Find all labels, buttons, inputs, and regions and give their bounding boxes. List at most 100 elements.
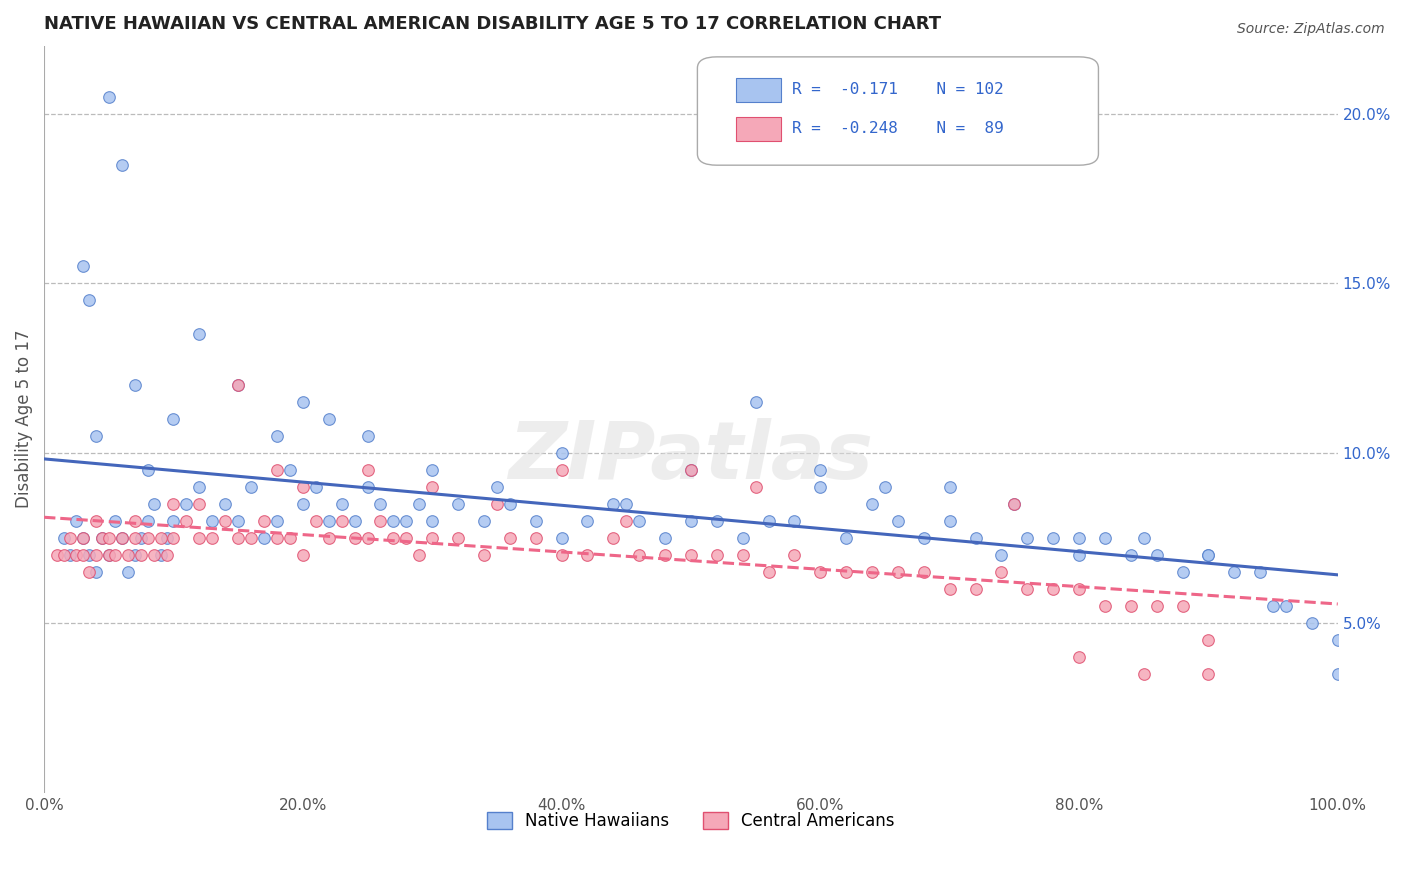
Central Americans [1067, 649, 1090, 664]
Native Hawaiians [576, 514, 599, 528]
Native Hawaiians [1017, 531, 1039, 545]
Native Hawaiians [356, 480, 378, 494]
Native Hawaiians [1301, 615, 1323, 630]
Central Americans [1171, 599, 1194, 613]
Central Americans [602, 531, 624, 545]
Central Americans [104, 548, 127, 562]
Central Americans [226, 531, 249, 545]
Native Hawaiians [330, 497, 353, 511]
Native Hawaiians [1171, 565, 1194, 579]
Central Americans [356, 463, 378, 477]
Central Americans [65, 548, 87, 562]
Central Americans [162, 497, 184, 511]
Text: NATIVE HAWAIIAN VS CENTRAL AMERICAN DISABILITY AGE 5 TO 17 CORRELATION CHART: NATIVE HAWAIIAN VS CENTRAL AMERICAN DISA… [44, 15, 941, 33]
Native Hawaiians [628, 514, 651, 528]
Native Hawaiians [1119, 548, 1142, 562]
Central Americans [679, 463, 702, 477]
Central Americans [201, 531, 224, 545]
Native Hawaiians [1067, 531, 1090, 545]
Central Americans [550, 463, 572, 477]
Native Hawaiians [111, 531, 134, 545]
Central Americans [990, 565, 1012, 579]
Native Hawaiians [291, 395, 314, 409]
Native Hawaiians [1249, 565, 1271, 579]
Central Americans [343, 531, 366, 545]
Native Hawaiians [654, 531, 676, 545]
Central Americans [129, 548, 152, 562]
Central Americans [679, 548, 702, 562]
Y-axis label: Disability Age 5 to 17: Disability Age 5 to 17 [15, 330, 32, 508]
Central Americans [1002, 497, 1025, 511]
Native Hawaiians [124, 548, 146, 562]
Central Americans [706, 548, 728, 562]
Native Hawaiians [176, 497, 198, 511]
Central Americans [305, 514, 328, 528]
Central Americans [420, 531, 443, 545]
Native Hawaiians [1197, 548, 1219, 562]
Text: Source: ZipAtlas.com: Source: ZipAtlas.com [1237, 22, 1385, 37]
Native Hawaiians [59, 548, 82, 562]
Native Hawaiians [938, 480, 960, 494]
Native Hawaiians [72, 531, 94, 545]
Central Americans [1067, 582, 1090, 596]
Native Hawaiians [117, 565, 139, 579]
Central Americans [472, 548, 495, 562]
Central Americans [214, 514, 236, 528]
Central Americans [550, 548, 572, 562]
Central Americans [291, 480, 314, 494]
Central Americans [499, 531, 522, 545]
Central Americans [1094, 599, 1116, 613]
Text: R =  -0.248    N =  89: R = -0.248 N = 89 [792, 121, 1004, 136]
Central Americans [408, 548, 430, 562]
Central Americans [52, 548, 75, 562]
Native Hawaiians [188, 480, 211, 494]
Text: ZIPatlas: ZIPatlas [509, 417, 873, 496]
Central Americans [614, 514, 637, 528]
Native Hawaiians [1146, 548, 1168, 562]
Native Hawaiians [1261, 599, 1284, 613]
Native Hawaiians [318, 412, 340, 426]
Native Hawaiians [1067, 548, 1090, 562]
Central Americans [654, 548, 676, 562]
Central Americans [59, 531, 82, 545]
Native Hawaiians [524, 514, 547, 528]
Central Americans [912, 565, 935, 579]
Central Americans [1017, 582, 1039, 596]
Central Americans [72, 548, 94, 562]
Native Hawaiians [990, 548, 1012, 562]
Central Americans [1197, 666, 1219, 681]
Native Hawaiians [1132, 531, 1154, 545]
Central Americans [117, 548, 139, 562]
Central Americans [744, 480, 766, 494]
Central Americans [1146, 599, 1168, 613]
Central Americans [143, 548, 166, 562]
Native Hawaiians [912, 531, 935, 545]
Native Hawaiians [305, 480, 328, 494]
Native Hawaiians [143, 497, 166, 511]
Native Hawaiians [72, 260, 94, 274]
Central Americans [860, 565, 883, 579]
Native Hawaiians [808, 463, 831, 477]
Native Hawaiians [499, 497, 522, 511]
Native Hawaiians [808, 480, 831, 494]
Native Hawaiians [214, 497, 236, 511]
Native Hawaiians [706, 514, 728, 528]
Central Americans [149, 531, 172, 545]
Native Hawaiians [1223, 565, 1246, 579]
Native Hawaiians [472, 514, 495, 528]
Central Americans [291, 548, 314, 562]
Native Hawaiians [835, 531, 858, 545]
Native Hawaiians [240, 480, 263, 494]
Central Americans [395, 531, 418, 545]
Native Hawaiians [614, 497, 637, 511]
Native Hawaiians [382, 514, 405, 528]
Central Americans [783, 548, 806, 562]
Central Americans [226, 378, 249, 392]
Native Hawaiians [447, 497, 470, 511]
Native Hawaiians [266, 514, 288, 528]
Native Hawaiians [52, 531, 75, 545]
Native Hawaiians [356, 429, 378, 443]
Native Hawaiians [873, 480, 896, 494]
Native Hawaiians [602, 497, 624, 511]
Native Hawaiians [65, 514, 87, 528]
